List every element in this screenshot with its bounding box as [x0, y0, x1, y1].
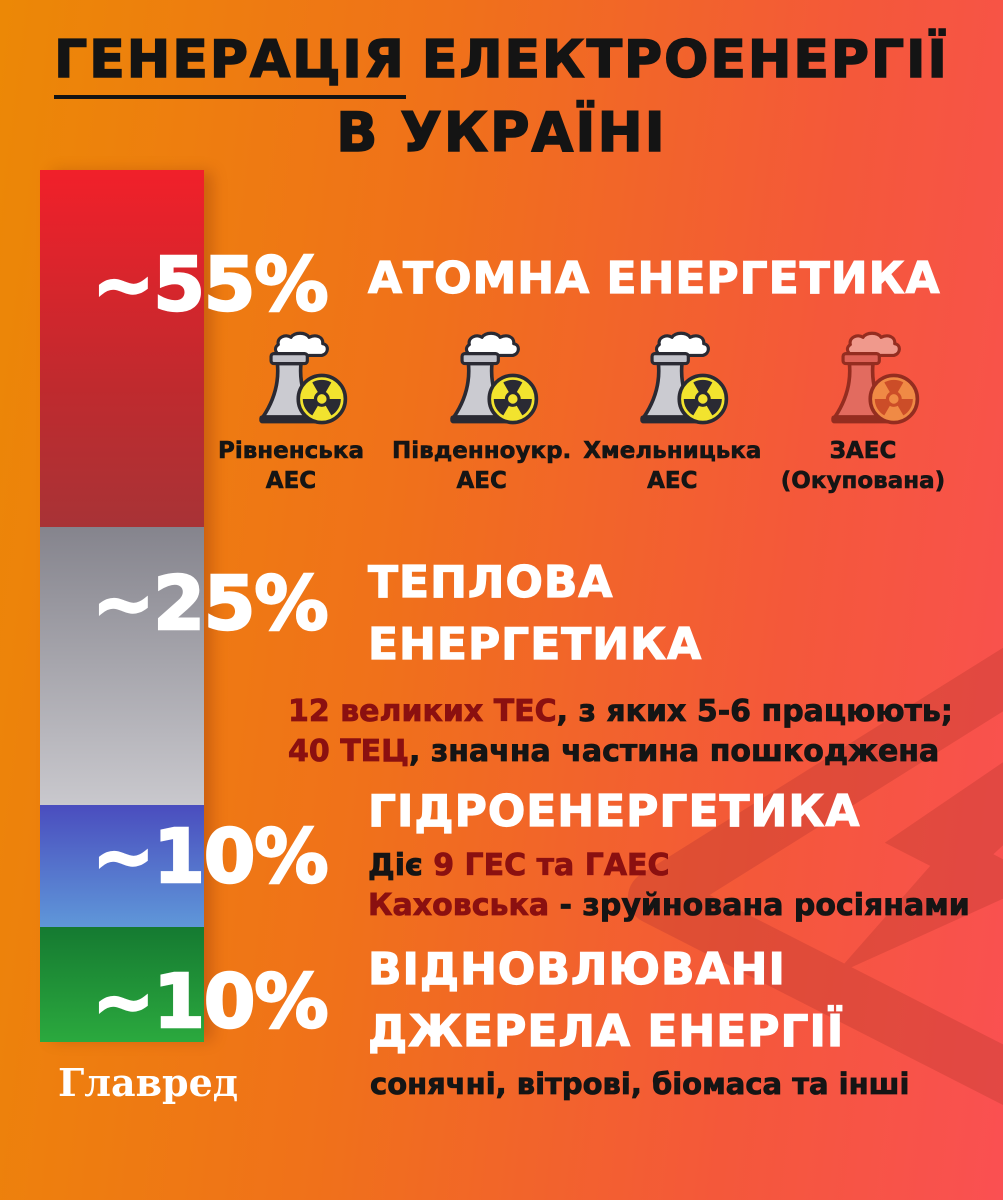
nuclear-plants-row: Рівненська АЕС Південноукр. АЕС Хмельниц… [199, 330, 955, 496]
hydro-detail-line2: Каховська - зруйнована росіянами [368, 886, 971, 926]
bar-segment-atomic [40, 170, 204, 527]
thermal-detail-line1: 12 великих ТЕС, з яких 5-6 працюють; [288, 692, 954, 732]
hydro-detail-line1: Діє 9 ГЕС та ГАЕС [368, 846, 970, 886]
title-line1: ГЕНЕРАЦІЯ ЕЛЕКТРОЕНЕРГІЇ [0, 29, 1003, 99]
heading-renewables-line1: ВІДНОВЛЮВАНІ [367, 943, 786, 995]
plant-label: Рівненська АЕС [218, 436, 365, 496]
percent-label-hydro: ~10% [91, 814, 330, 901]
plant-name-line1: Південноукр. [392, 438, 572, 465]
nuclear-plant-icon [233, 330, 349, 428]
title-word-underlined: ГЕНЕРАЦІЯ [53, 29, 406, 99]
percent-label-renewables: ~10% [91, 959, 330, 1046]
percent-label-thermal: ~25% [91, 561, 330, 648]
hydro-kakhovska: Каховська [368, 888, 550, 924]
title-line2: В УКРАЇНІ [336, 101, 667, 165]
plant-label: Хмельницька АЕС [583, 436, 762, 496]
plant-name-line2: АЕС [456, 468, 507, 495]
thermal-detail-line2: 40 ТЕЦ, значна частина пошкоджена [288, 732, 953, 772]
heading-thermal-line1: ТЕПЛОВА [367, 556, 614, 608]
stacked-bar [40, 170, 204, 1042]
thermal-tes-count: 12 великих ТЕС [288, 694, 557, 730]
heading-thermal-line2: ЕНЕРГЕТИКА [367, 618, 703, 670]
heading-renewables-line2: ДЖЕРЕЛА ЕНЕРГІЇ [367, 1005, 845, 1057]
thermal-tec-count: 40 ТЕЦ [288, 734, 410, 770]
hydro-operating-prefix: Діє [368, 848, 434, 884]
thermal-tes-note: , з яких 5-6 працюють; [556, 694, 953, 730]
plant-label: Південноукр. АЕС [392, 436, 572, 496]
heading-thermal: ТЕПЛОВА ЕНЕРГЕТИКА [367, 552, 703, 676]
bar-segment-renewables [40, 927, 204, 1042]
hydro-kakhovska-note: - зруйнована росіянами [549, 888, 970, 924]
hydro-ges-count: 9 ГЕС та ГАЕС [433, 848, 670, 884]
plant-name-line1: Рівненська [218, 438, 365, 465]
plant-khmelnytskyi: Хмельницька АЕС [580, 330, 764, 496]
page-title: ГЕНЕРАЦІЯ ЕЛЕКТРОЕНЕРГІЇ В УКРАЇНІ [0, 29, 1003, 165]
nuclear-plant-icon [424, 330, 540, 428]
heading-atomic: АТОМНА ЕНЕРГЕТИКА [367, 252, 941, 304]
plant-name-line1: ЗАЕС [829, 438, 897, 465]
plant-name-line2: (Окупована) [780, 468, 946, 495]
percent-label-atomic: ~55% [91, 242, 330, 329]
plant-name-line2: АЕС [265, 468, 317, 495]
nuclear-plant-occupied-icon [805, 330, 921, 428]
plant-zaporizhzhia-occupied: ЗАЕС (Окупована) [771, 330, 955, 496]
thermal-tec-note: , значна частина пошкоджена [408, 734, 940, 770]
title-word-rest: ЕЛЕКТРОЕНЕРГІЇ [421, 29, 949, 91]
renewables-detail: сонячні, вітрові, біомаса та інші [370, 1067, 910, 1102]
plant-name-line2: АЕС [647, 468, 698, 495]
glavred-logo: Главред [58, 1060, 239, 1105]
plant-pivdennoukrainsk: Південноукр. АЕС [390, 330, 574, 496]
hydro-details: Діє 9 ГЕС та ГАЕС Каховська - зруйнована… [368, 846, 971, 926]
plant-name-line1: Хмельницька [583, 438, 762, 465]
heading-renewables: ВІДНОВЛЮВАНІ ДЖЕРЕЛА ЕНЕРГІЇ [367, 939, 845, 1063]
bar-segment-hydro [40, 805, 204, 927]
heading-hydro: ГІДРОЕНЕРГЕТИКА [367, 785, 861, 837]
plant-label: ЗАЕС (Окупована) [780, 436, 946, 496]
plant-rivne: Рівненська АЕС [199, 330, 383, 496]
bar-segment-thermal [40, 527, 204, 805]
nuclear-plant-icon [614, 330, 730, 428]
thermal-details: 12 великих ТЕС, з яких 5-6 працюють; 40 … [288, 692, 954, 772]
